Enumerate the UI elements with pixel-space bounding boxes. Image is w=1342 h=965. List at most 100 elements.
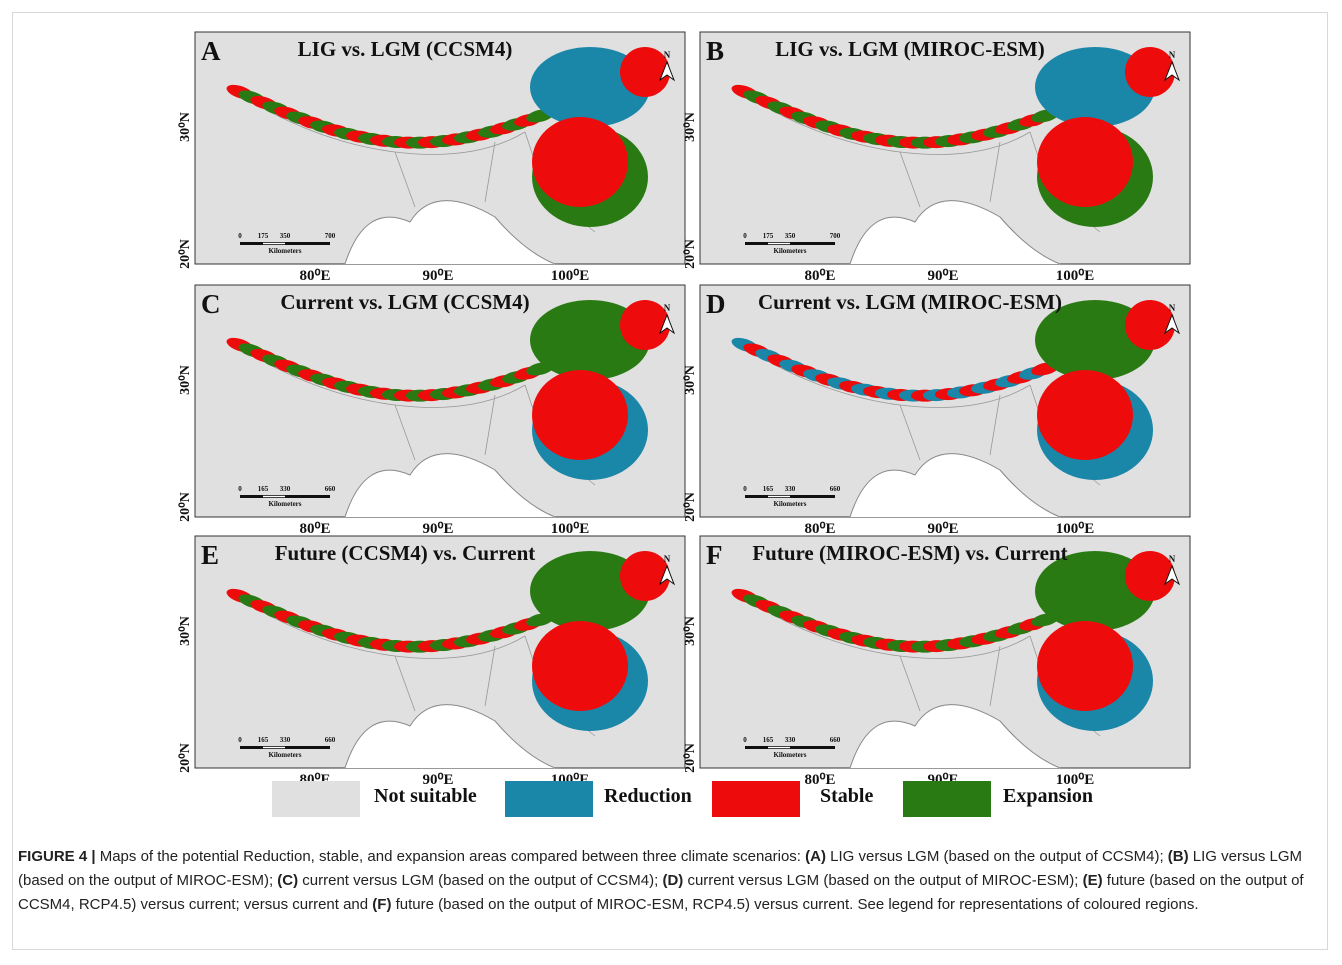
scale-bar-gap — [263, 496, 285, 497]
range-patch — [1037, 370, 1133, 460]
lon-label: 80⁰E — [299, 521, 330, 537]
lat-label: 20⁰N — [178, 743, 193, 773]
lon-label: 100⁰E — [1056, 268, 1095, 284]
panel-letter: A — [201, 36, 221, 66]
north-label: N — [664, 303, 671, 313]
scale-label: 330 — [280, 485, 291, 493]
range-patch — [1125, 551, 1175, 601]
scale-label: 165 — [258, 736, 269, 744]
lon-label: 90⁰E — [422, 268, 453, 284]
scale-label: 330 — [785, 736, 796, 744]
range-patch — [1037, 621, 1133, 711]
scale-unit: Kilometers — [773, 247, 806, 255]
scale-label: 165 — [763, 485, 774, 493]
caption-text: future (based on the output of MIROC-ESM… — [391, 896, 1198, 913]
panel-title: Future (MIROC-ESM) vs. Current — [752, 541, 1067, 565]
range-patch — [532, 370, 628, 460]
range-patch — [532, 621, 628, 711]
legend-swatch — [712, 781, 800, 817]
scale-label: 0 — [743, 485, 747, 493]
caption-text: LIG versus LGM (based on the output of C… — [826, 848, 1168, 865]
range-patch — [620, 47, 670, 97]
scale-label: 330 — [785, 485, 796, 493]
scale-label: 350 — [280, 232, 291, 240]
range-patch — [1125, 300, 1175, 350]
lat-label: 20⁰N — [178, 492, 193, 522]
lon-label: 90⁰E — [927, 521, 958, 537]
scale-bar-gap — [263, 747, 285, 748]
map-panel: B LIG vs. LGM (MIROC-ESM) N 0 175 350 700 Kilom… — [683, 32, 1190, 284]
panel-title: LIG vs. LGM (MIROC-ESM) — [775, 37, 1045, 61]
legend-label: Not suitable — [374, 785, 477, 807]
legend-label: Expansion — [1003, 785, 1093, 807]
scale-label: 175 — [258, 232, 269, 240]
scale-label: 700 — [830, 232, 841, 240]
legend-swatch — [903, 781, 991, 817]
scale-label: 660 — [325, 736, 336, 744]
north-label: N — [664, 50, 671, 60]
lat-label: 20⁰N — [683, 492, 698, 522]
caption-text: (A) — [805, 848, 826, 865]
lon-label: 100⁰E — [551, 268, 590, 284]
caption-text: (E) — [1083, 872, 1103, 889]
scale-unit: Kilometers — [268, 500, 301, 508]
lat-label: 20⁰N — [683, 743, 698, 773]
lat-label: 30⁰N — [683, 616, 698, 646]
page: A LIG vs. LGM (CCSM4) N 0 175 350 700 Kilometer… — [0, 0, 1342, 965]
caption: FIGURE 4 | Maps of the potential Reducti… — [18, 845, 1330, 917]
lat-label: 30⁰N — [683, 112, 698, 142]
scale-label: 165 — [763, 736, 774, 744]
scale-label: 0 — [238, 736, 242, 744]
scale-label: 660 — [325, 485, 336, 493]
scale-unit: Kilometers — [773, 500, 806, 508]
panel-letter: D — [706, 289, 726, 319]
caption-text: (C) — [277, 872, 298, 889]
scale-bar-gap — [768, 496, 790, 497]
scale-label: 0 — [743, 736, 747, 744]
legend-swatch — [272, 781, 360, 817]
lon-label: 80⁰E — [299, 268, 330, 284]
legend-swatch — [505, 781, 593, 817]
caption-text: current versus LGM (based on the output … — [298, 872, 662, 889]
scale-label: 175 — [763, 232, 774, 240]
panel-letter: F — [706, 540, 723, 570]
north-label: N — [664, 554, 671, 564]
panel-title: Current vs. LGM (CCSM4) — [280, 290, 529, 314]
caption-text: current versus LGM (based on the output … — [683, 872, 1082, 889]
lat-label: 20⁰N — [178, 239, 193, 269]
panel-letter: B — [706, 36, 724, 66]
scale-bar-gap — [768, 243, 790, 244]
scale-label: 0 — [743, 232, 747, 240]
scale-label: 350 — [785, 232, 796, 240]
map-panel: DCurrent vs. LGM (MIROC-ESM)N0165330660K… — [683, 285, 1190, 537]
scale-unit: Kilometers — [268, 247, 301, 255]
caption-text: Maps of the potential Reduction, stable,… — [100, 848, 805, 865]
caption-text: (D) — [662, 872, 683, 889]
north-label: N — [1169, 50, 1176, 60]
range-patch — [620, 300, 670, 350]
lat-label: 30⁰N — [178, 365, 193, 395]
panel-title: LIG vs. LGM (CCSM4) — [298, 37, 513, 61]
north-label: N — [1169, 554, 1176, 564]
lat-label: 30⁰N — [683, 365, 698, 395]
scale-label: 0 — [238, 232, 242, 240]
scale-label: 165 — [258, 485, 269, 493]
lat-label: 20⁰N — [683, 239, 698, 269]
figure: A LIG vs. LGM (CCSM4) N 0 175 350 700 Kilometer… — [0, 0, 1342, 840]
scale-label: 0 — [238, 485, 242, 493]
scale-label: 660 — [830, 485, 841, 493]
range-patch — [1037, 117, 1133, 207]
caption-text: FIGURE 4 | — [18, 848, 100, 865]
legend-label: Stable — [820, 785, 873, 807]
lat-label: 30⁰N — [178, 616, 193, 646]
panel-letter: E — [201, 540, 219, 570]
panel-title: Current vs. LGM (MIROC-ESM) — [758, 290, 1062, 314]
scale-label: 330 — [280, 736, 291, 744]
caption-text: (F) — [372, 896, 391, 913]
panel-title: Future (CCSM4) vs. Current — [275, 541, 536, 565]
lon-label: 100⁰E — [551, 521, 590, 537]
lon-label: 80⁰E — [804, 521, 835, 537]
